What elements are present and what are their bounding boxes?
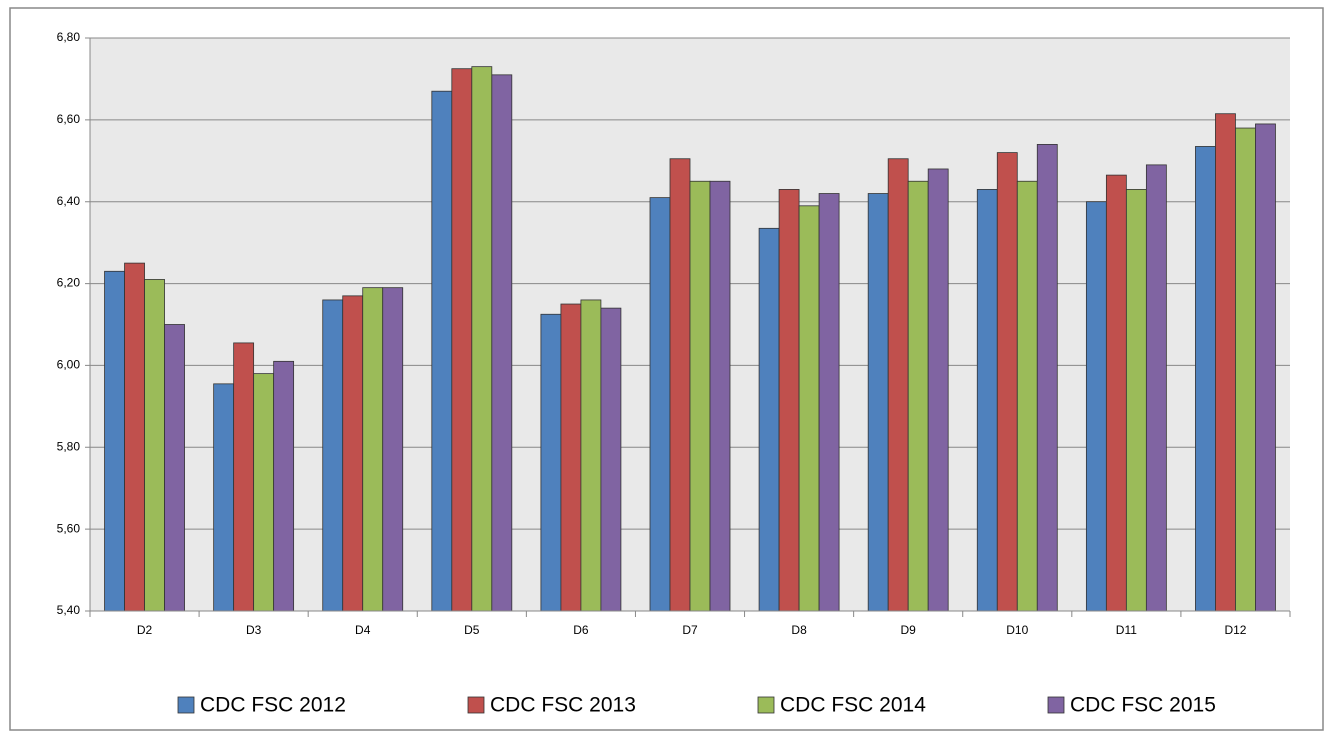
bar <box>649 197 671 612</box>
bar <box>927 168 949 612</box>
bar <box>758 227 780 612</box>
bar <box>907 180 929 612</box>
bar <box>164 324 185 612</box>
x-tick-label: D12 <box>1224 623 1246 637</box>
bar <box>431 90 453 612</box>
bar <box>1215 113 1236 612</box>
bar <box>213 383 235 612</box>
legend-label: CDC FSC 2014 <box>780 694 926 717</box>
x-tick-label: D5 <box>464 623 480 637</box>
bar <box>273 360 295 612</box>
bar <box>540 313 562 612</box>
bar <box>689 180 711 612</box>
legend-label: CDC FSC 2012 <box>200 694 346 717</box>
bar <box>1085 201 1107 612</box>
bar <box>124 262 145 612</box>
y-tick-label: 6,00 <box>57 358 81 372</box>
bar <box>1235 127 1256 612</box>
y-tick-label: 5,40 <box>57 603 81 617</box>
y-tick-label: 6,20 <box>57 276 81 290</box>
bar <box>451 68 473 612</box>
y-tick-label: 5,60 <box>57 521 81 535</box>
bar <box>560 303 582 612</box>
y-tick-label: 5,80 <box>57 439 81 453</box>
bar <box>1016 180 1038 612</box>
bar <box>580 299 602 612</box>
x-tick-label: D2 <box>137 623 153 637</box>
bar <box>709 180 731 612</box>
bar <box>1036 144 1058 612</box>
bar <box>491 74 513 612</box>
legend-swatch <box>177 696 195 714</box>
bar <box>471 66 493 612</box>
x-tick-label: D3 <box>246 623 262 637</box>
bar <box>1255 123 1276 612</box>
legend-swatch <box>757 696 775 714</box>
bar <box>887 158 909 612</box>
bar <box>600 307 622 612</box>
bar <box>798 205 820 612</box>
legend-label: CDC FSC 2015 <box>1070 694 1216 717</box>
bar <box>362 287 384 612</box>
bar <box>382 287 404 612</box>
bar <box>1105 174 1127 612</box>
y-tick-label: 6,60 <box>57 112 81 126</box>
bar <box>253 373 275 612</box>
bar <box>818 193 840 612</box>
y-tick-label: 6,80 <box>57 30 81 44</box>
bar <box>669 158 691 612</box>
legend-swatch <box>1047 696 1065 714</box>
bar <box>778 189 800 612</box>
bar <box>144 279 165 612</box>
legend-swatch <box>467 696 485 714</box>
bar <box>104 270 125 612</box>
bar <box>976 189 998 612</box>
bar <box>867 193 889 612</box>
x-tick-label: D7 <box>682 623 698 637</box>
x-tick-label: D10 <box>1006 623 1028 637</box>
bar <box>1125 189 1147 612</box>
bar <box>996 152 1018 612</box>
legend-label: CDC FSC 2013 <box>490 694 636 717</box>
x-tick-label: D9 <box>901 623 917 637</box>
bar <box>342 295 364 612</box>
bar <box>322 299 344 612</box>
x-tick-label: D11 <box>1116 623 1137 637</box>
x-tick-label: D8 <box>791 623 807 637</box>
bar <box>1195 146 1216 612</box>
bar <box>233 342 255 612</box>
bar <box>1145 164 1167 612</box>
x-tick-label: D6 <box>573 623 589 637</box>
y-tick-label: 6,40 <box>57 194 81 208</box>
x-tick-label: D4 <box>355 623 371 637</box>
